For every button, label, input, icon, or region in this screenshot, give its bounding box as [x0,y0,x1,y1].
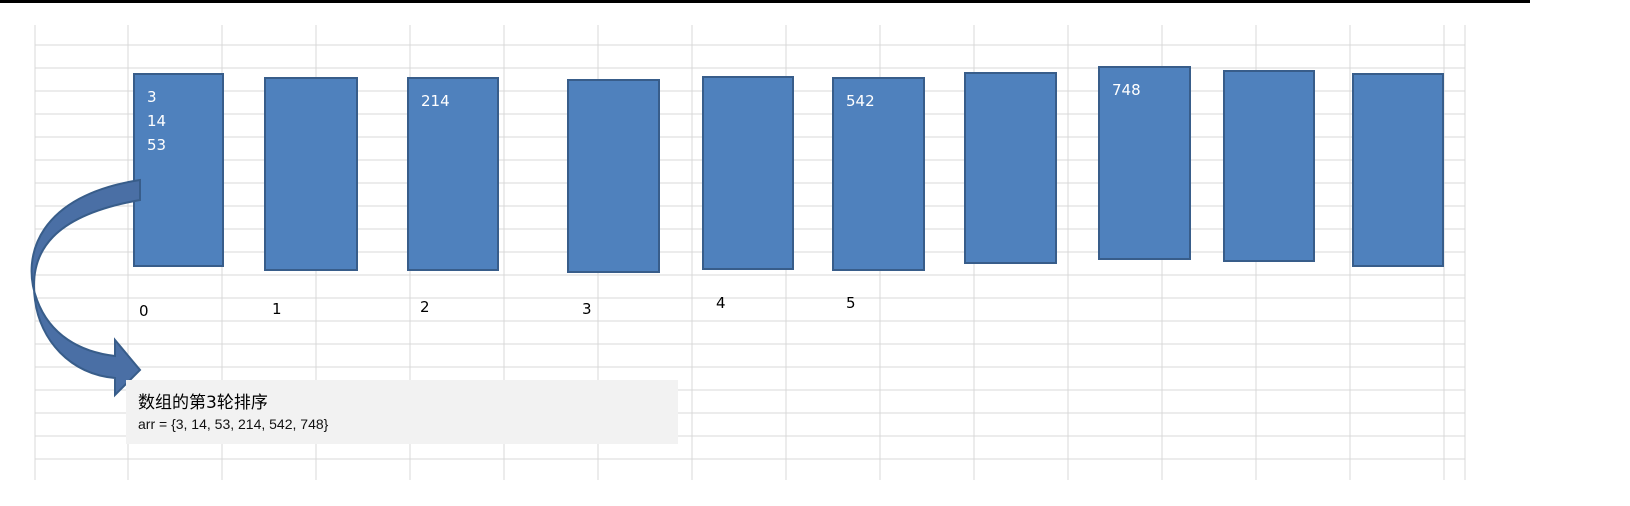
bucket-value: 14 [147,112,167,130]
caption-array-text: arr = {3, 14, 53, 214, 542, 748} [138,416,329,432]
bucket-values: 748 [1112,78,1141,102]
bucket-index-label: 2 [420,298,430,316]
caption-box: 数组的第3轮排序 arr = {3, 14, 53, 214, 542, 748… [126,380,678,444]
bucket-3 [567,79,660,273]
bucket-value: 53 [147,136,167,154]
bucket-value: 214 [421,92,450,110]
bucket-value: 542 [846,92,875,110]
bucket-2: 214 [407,77,499,271]
bucket-index-label: 3 [582,300,592,318]
bucket-value: 3 [147,88,157,106]
bucket-values: 3 14 53 [147,85,166,157]
bucket-index-label: 1 [272,300,282,318]
bucket-index-label: 4 [716,294,726,312]
top-border-line [0,0,1530,3]
bucket-9 [1352,73,1444,267]
bucket-7: 748 [1098,66,1191,260]
bucket-4 [702,76,794,270]
bucket-5: 542 [832,77,925,271]
bucket-index-label: 5 [846,294,856,312]
caption-title: 数组的第3轮排序 [138,393,268,413]
bucket-values: 542 [846,89,875,113]
bucket-value: 748 [1112,81,1141,99]
bucket-0: 3 14 53 [133,73,224,267]
bucket-index-label: 0 [139,302,149,320]
bucket-8 [1223,70,1315,262]
bucket-values: 214 [421,89,450,113]
bucket-6 [964,72,1057,264]
bucket-1 [264,77,358,271]
